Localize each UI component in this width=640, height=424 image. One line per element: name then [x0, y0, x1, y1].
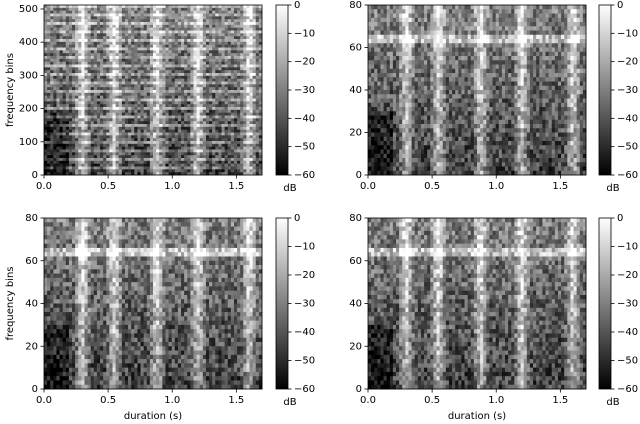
colorbar-tick-label: −50 [617, 356, 638, 367]
x-tick-label: 1.5 [552, 395, 568, 406]
x-axis-label: duration (s) [448, 411, 506, 422]
colorbar-tick-label: 0 [294, 0, 300, 11]
colorbar-tick-label: −30 [294, 85, 315, 96]
axes-frame [43, 4, 263, 176]
y-tick-label: 40 [349, 299, 362, 310]
panel: 0.0 0.5 1.0 1.5 0 20 40 60 80 0 −10 −20 −30 −40 −50 −60… [349, 0, 638, 194]
x-tick-label: 0.5 [424, 181, 440, 192]
colorbar-tick-label: −10 [294, 242, 315, 253]
colorbar-label: dB [283, 183, 296, 194]
x-axis-label: duration (s) [124, 411, 182, 422]
x-tick-label: 1.5 [228, 181, 244, 192]
colorbar-tick-label: 0 [617, 0, 623, 11]
spectrogram-image [44, 218, 263, 390]
colorbar-tick-label: −10 [617, 242, 638, 253]
colorbar-tick-label: −20 [617, 57, 638, 68]
y-tick-label: 40 [25, 299, 38, 310]
y-tick-label: 100 [19, 137, 38, 148]
y-tick-label: 60 [349, 43, 362, 54]
colorbar-tick-label: −20 [294, 270, 315, 281]
colorbar [275, 4, 289, 176]
colorbar-tick-label: −60 [617, 384, 638, 395]
colorbar-tick-label: −30 [617, 85, 638, 96]
y-tick-label: 200 [19, 104, 38, 115]
y-tick-label: 80 [349, 0, 362, 11]
y-tick-label: 40 [349, 85, 362, 96]
colorbar-tick-label: −40 [294, 113, 315, 124]
y-tick-label: 0 [356, 170, 362, 181]
y-tick-label: 80 [349, 213, 362, 224]
colorbar-tick-label: −50 [617, 142, 638, 153]
colorbar-tick-label: 0 [294, 213, 300, 224]
colorbar-tick-label: −10 [294, 28, 315, 39]
y-tick-label: 60 [25, 256, 38, 267]
colorbar [275, 217, 289, 390]
x-tick-label: 1.0 [488, 395, 504, 406]
colorbar-tick-label: −30 [294, 299, 315, 310]
panel: 0.0 0.5 1.0 1.5 0 20 40 60 80 duration (s) frequen… [5, 213, 315, 422]
colorbar-label: dB [606, 397, 619, 408]
y-tick-label: 400 [19, 37, 38, 48]
colorbar-tick-label: −20 [617, 270, 638, 281]
colorbar [598, 4, 612, 176]
colorbar-tick-label: −60 [294, 384, 315, 395]
y-tick-label: 500 [19, 4, 38, 15]
x-tick-label: 1.0 [164, 395, 180, 406]
colorbar-tick-label: 0 [617, 213, 623, 224]
y-tick-label: 0 [32, 170, 38, 181]
x-tick-label: 0.5 [424, 395, 440, 406]
spectrogram-image [368, 5, 587, 176]
y-tick-label: 0 [32, 384, 38, 395]
y-tick-label: 80 [25, 213, 38, 224]
x-tick-label: 0.5 [100, 181, 116, 192]
colorbar-tick-label: −30 [617, 299, 638, 310]
colorbar-tick-label: −50 [294, 356, 315, 367]
x-tick-label: 0.0 [360, 181, 376, 192]
y-tick-label: 0 [356, 384, 362, 395]
x-tick-label: 1.0 [164, 181, 180, 192]
x-tick-label: 1.5 [552, 181, 568, 192]
y-tick-label: 60 [349, 256, 362, 267]
x-tick-label: 0.0 [36, 395, 52, 406]
y-tick-label: 300 [19, 70, 38, 81]
colorbar-tick-label: −20 [294, 57, 315, 68]
x-tick-label: 0.0 [360, 395, 376, 406]
x-tick-label: 1.5 [228, 395, 244, 406]
colorbar-tick-label: −60 [294, 170, 315, 181]
spectrogram-image [44, 5, 263, 176]
x-tick-label: 0.0 [36, 181, 52, 192]
spectrogram-image [368, 218, 587, 390]
colorbar-tick-label: −60 [617, 170, 638, 181]
colorbar-tick-label: −40 [294, 327, 315, 338]
y-axis-label: frequency bins [5, 266, 16, 340]
y-tick-label: 20 [349, 341, 362, 352]
panel: 0.0 0.5 1.0 1.5 0 20 40 60 80 duration (s) 0 −10 −20… [349, 213, 638, 422]
panel: 0.0 0.5 1.0 1.5 0 100 200 300 400 500 frequency bi… [5, 0, 315, 194]
x-tick-label: 1.0 [488, 181, 504, 192]
colorbar-tick-label: −50 [294, 142, 315, 153]
colorbar-tick-label: −40 [617, 113, 638, 124]
y-tick-label: 20 [25, 341, 38, 352]
y-axis-label: frequency bins [5, 53, 16, 127]
colorbar-tick-label: −40 [617, 327, 638, 338]
y-tick-label: 20 [349, 128, 362, 139]
colorbar-label: dB [606, 183, 619, 194]
colorbar-label: dB [283, 397, 296, 408]
colorbar [598, 217, 612, 390]
colorbar-tick-label: −10 [617, 28, 638, 39]
x-tick-label: 0.5 [100, 395, 116, 406]
